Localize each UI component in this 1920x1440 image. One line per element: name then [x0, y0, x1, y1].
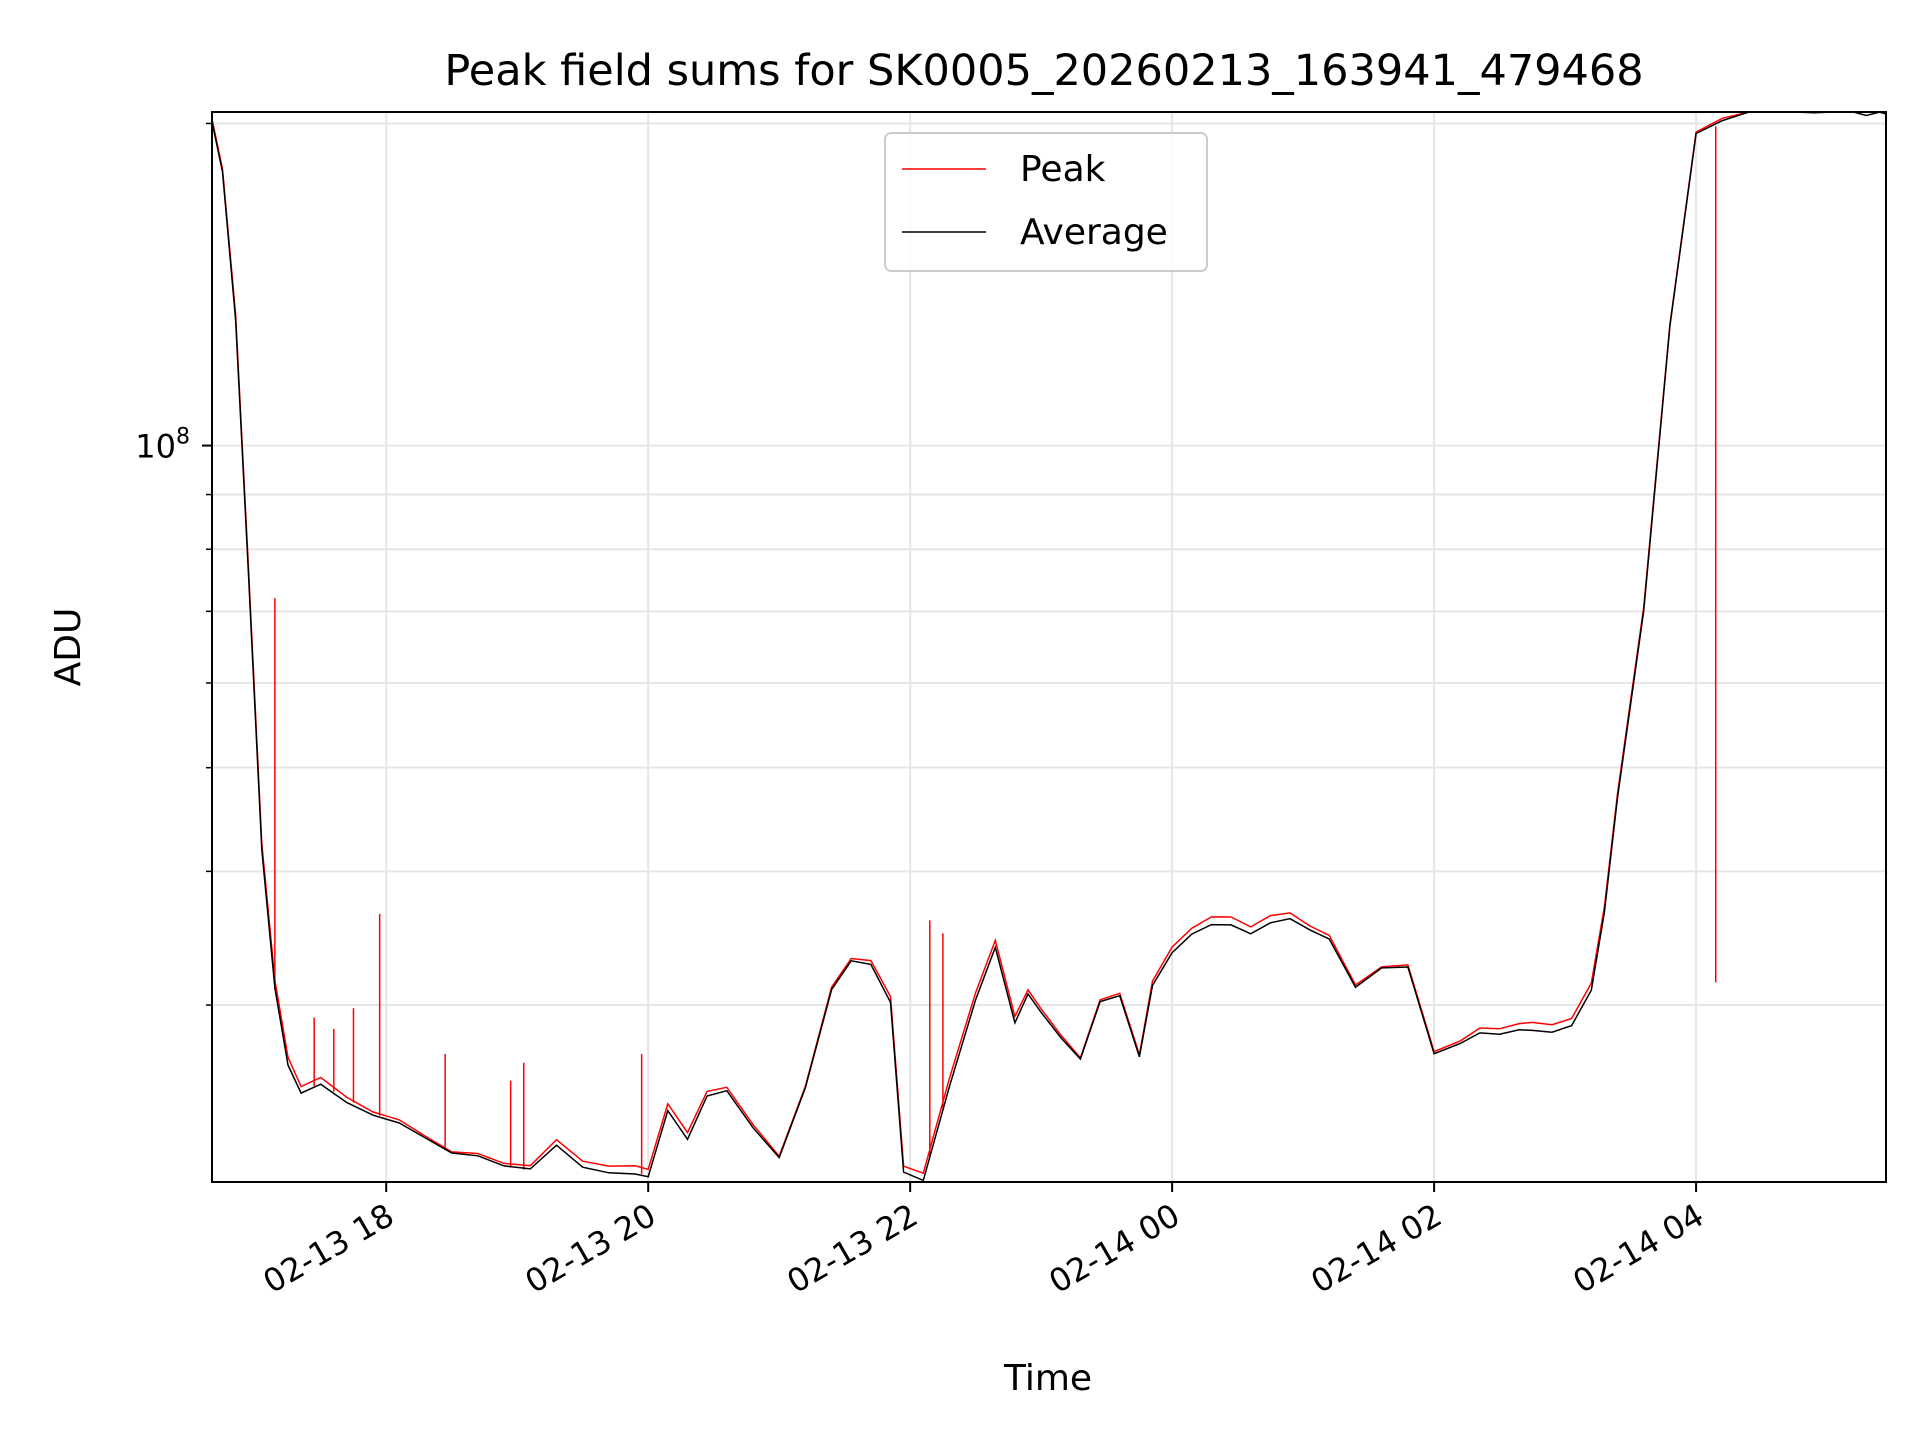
legend: Peak Average — [884, 132, 1208, 272]
y-tick-label: 108 — [135, 425, 190, 466]
legend-peak-label: Peak — [1020, 149, 1106, 190]
grid — [212, 112, 1886, 1182]
legend-average-label: Average — [1020, 212, 1168, 253]
legend-box — [884, 132, 1208, 272]
series-layer — [211, 111, 1887, 1182]
plot-frame — [211, 111, 1887, 1183]
x-axis-label: Time — [1003, 1358, 1092, 1399]
y-axis-label: ADU — [48, 608, 89, 687]
chart-title: Peak field sums for SK0005_20260213_1639… — [444, 46, 1643, 96]
average-series-line — [211, 111, 1887, 1182]
